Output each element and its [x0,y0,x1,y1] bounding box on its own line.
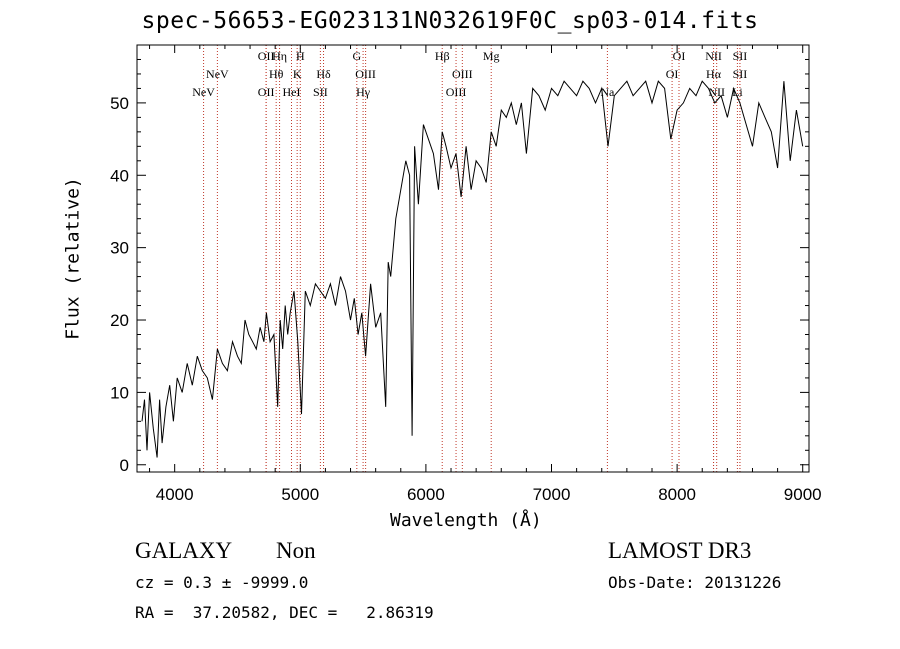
y-axis-label: Flux (relative) [62,177,84,340]
spectral-line-label: OIII [446,85,467,99]
x-tick-label: 8000 [658,485,696,504]
x-tick-label: 4000 [156,485,194,504]
y-tick-label: 50 [110,94,129,113]
spectral-line-label: Hβ [435,49,450,63]
spectral-line-label: G [352,49,361,63]
spectral-line-label: H [296,49,305,63]
plot-frame [136,44,810,473]
spectral-line-label: OI [666,67,679,81]
spectral-line-label: OIII [355,67,376,81]
x-tick-label: 6000 [407,485,445,504]
spectral-line-label: Na [600,85,615,99]
spectral-line-label: OIII [452,67,473,81]
spectral-line-label: Hα [706,67,722,81]
class-label: GALAXY [135,538,233,563]
subclass-label: Non [276,538,316,563]
y-tick-label: 30 [110,239,129,258]
x-tick-label: 7000 [533,485,571,504]
spectral-line-label: HeI [282,85,300,99]
spectral-line-label: OII [258,49,275,63]
spectral-line-label: Hθ [269,67,284,81]
spectral-line-label: NII [708,85,725,99]
spectral-line-label: SII [313,85,328,99]
spectral-line-label: NII [705,49,722,63]
spectral-line-label: SII [733,67,748,81]
ra-dec: RA = 37.20582, DEC = 2.86319 [135,603,434,622]
x-axis-label: Wavelength (Å) [390,510,542,531]
x-tick-label: 5000 [281,485,319,504]
spectrum-line [141,80,804,458]
spectral-line-label: Hη [272,49,287,63]
obs-date: Obs-Date: 20131226 [608,573,782,592]
spectral-line-label: K [293,67,302,81]
spectral-line-label: Hγ [356,85,371,99]
spectral-line-label: SII [733,49,748,63]
spectral-line-label: Hδ [316,67,331,81]
y-tick-label: 20 [110,311,129,330]
survey-label: LAMOST DR3 [608,538,752,563]
spectral-line-label: Li [732,85,743,99]
y-tick-label: 40 [110,166,129,185]
y-tick-label: 0 [120,456,129,475]
spectral-line-label: NeV [206,67,229,81]
spectral-line-label: Mg [483,49,500,63]
chart-title: spec-56653-EG023131N032619F0C_sp03-014.f… [141,8,759,34]
spectral-line-label: NeV [192,85,215,99]
spectral-line-label: OI [673,49,686,63]
cz-value: cz = 0.3 ± -9999.0 [135,573,309,592]
x-tick-label: 9000 [784,485,822,504]
y-tick-label: 10 [110,383,129,402]
spectral-line-label: OII [258,85,275,99]
